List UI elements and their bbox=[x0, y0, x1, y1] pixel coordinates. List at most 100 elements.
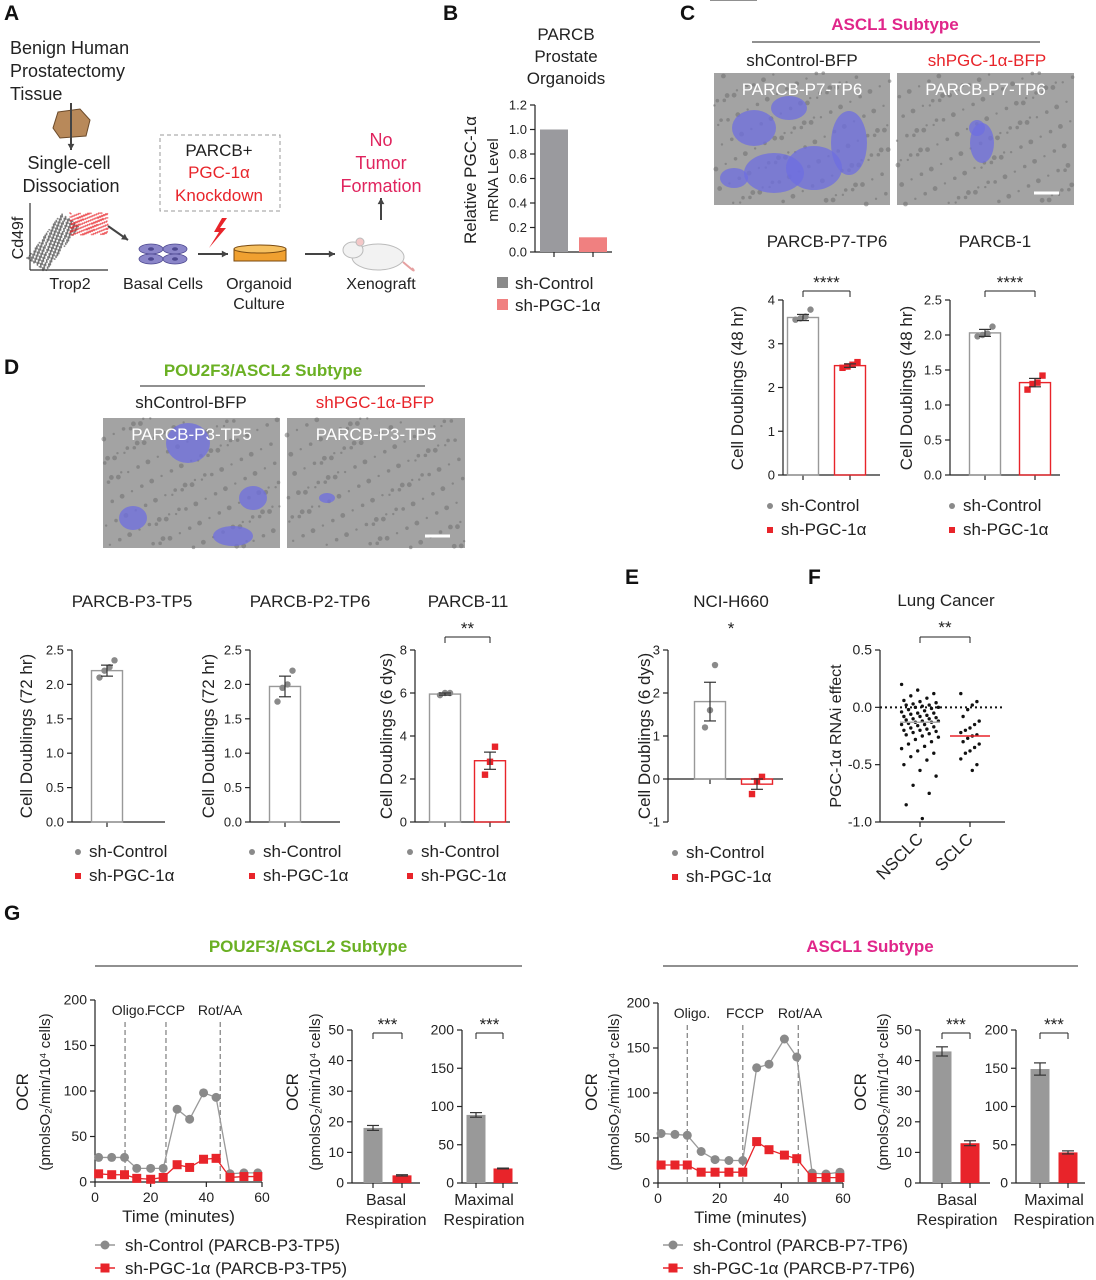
y-axis-label: Relative PGC-1α bbox=[461, 116, 480, 244]
cell-debris bbox=[169, 469, 174, 473]
cell-debris bbox=[462, 539, 466, 543]
data-point bbox=[185, 1114, 195, 1124]
legend-marker-knockdown bbox=[949, 527, 955, 533]
cell-debris bbox=[299, 509, 305, 515]
injection-label: Rot/AA bbox=[778, 1005, 823, 1021]
cell-debris bbox=[296, 490, 301, 496]
cell-debris bbox=[276, 480, 281, 485]
cell-debris bbox=[252, 539, 255, 543]
data-point bbox=[792, 1052, 802, 1062]
cell-debris bbox=[1010, 81, 1015, 87]
cell-debris bbox=[984, 116, 990, 122]
facs-event bbox=[98, 230, 101, 233]
cell-debris bbox=[234, 482, 237, 485]
cell-debris bbox=[408, 545, 413, 550]
cell-debris bbox=[1067, 187, 1071, 192]
cell-debris bbox=[1058, 124, 1063, 129]
cell-debris bbox=[145, 459, 151, 465]
cell-debris bbox=[333, 451, 336, 455]
data-point bbox=[925, 696, 929, 700]
data-point bbox=[918, 728, 922, 732]
cell-debris bbox=[887, 79, 892, 83]
x-axis-label: Basal bbox=[937, 1192, 977, 1209]
image-shpgc1a-pou2f3 bbox=[284, 417, 466, 550]
facs-event bbox=[63, 230, 65, 233]
data-point bbox=[752, 1063, 762, 1073]
cell-debris bbox=[167, 513, 171, 516]
data-point bbox=[904, 718, 908, 722]
cell-debris bbox=[455, 501, 458, 504]
cell-debris bbox=[260, 509, 265, 515]
cell-debris bbox=[364, 522, 369, 527]
facs-event bbox=[43, 239, 46, 242]
cell-debris bbox=[947, 92, 952, 98]
cell-debris bbox=[995, 112, 998, 115]
chart-title: PARCB bbox=[537, 25, 594, 44]
mouse-tail bbox=[402, 261, 415, 272]
cell-debris bbox=[790, 193, 796, 199]
y-axis-label: OCR bbox=[582, 1073, 601, 1111]
facs-event bbox=[82, 219, 85, 221]
bar bbox=[540, 129, 568, 252]
cell-debris bbox=[973, 189, 978, 195]
facs-event bbox=[76, 232, 79, 235]
cell-debris bbox=[206, 453, 210, 458]
basal-cells-icon bbox=[138, 243, 188, 265]
y-tick-label: 0.0 bbox=[509, 245, 527, 260]
facs-event bbox=[85, 221, 88, 224]
data-point bbox=[977, 719, 981, 723]
data-point bbox=[854, 358, 861, 366]
nucleus bbox=[148, 247, 154, 251]
facs-event bbox=[79, 227, 82, 230]
panel-letter: G bbox=[4, 902, 20, 925]
image-label: PARCB-P7-TP6 bbox=[742, 80, 863, 99]
data-point bbox=[902, 698, 906, 703]
cell-debris bbox=[384, 535, 390, 541]
nucleus bbox=[172, 257, 178, 261]
cell-debris bbox=[925, 124, 928, 127]
x-axis-label: Respiration bbox=[1014, 1212, 1095, 1229]
cell-debris bbox=[306, 509, 312, 514]
facs-event bbox=[100, 212, 103, 214]
cell-debris bbox=[1050, 85, 1056, 90]
facs-event bbox=[48, 246, 51, 249]
cell-debris bbox=[119, 493, 125, 499]
cell-debris bbox=[738, 201, 742, 204]
cell-debris bbox=[108, 475, 114, 480]
legend-label-knockdown: sh-PGC-1α bbox=[686, 867, 772, 886]
cell-debris bbox=[399, 482, 405, 488]
cell-debris bbox=[164, 493, 167, 497]
facs-event bbox=[88, 216, 91, 219]
facs-event bbox=[81, 226, 84, 229]
facs-arrow-head bbox=[121, 233, 128, 240]
cell-debris bbox=[884, 191, 888, 196]
cell-debris bbox=[142, 417, 145, 420]
y-tick-label: 40 bbox=[896, 1052, 912, 1068]
facs-event bbox=[71, 223, 74, 226]
data-point bbox=[752, 1137, 762, 1147]
organoid-fluorescence bbox=[166, 423, 210, 463]
cell-debris bbox=[823, 197, 829, 203]
cell-debris bbox=[755, 102, 760, 107]
panel-letter: D bbox=[4, 356, 19, 379]
facs-event bbox=[49, 236, 52, 238]
facs-event bbox=[44, 236, 47, 239]
cell-debris bbox=[292, 471, 298, 476]
facs-event bbox=[67, 222, 69, 225]
y-tick-label: 0 bbox=[904, 1175, 912, 1191]
cell-debris bbox=[167, 535, 173, 541]
cell-debris bbox=[838, 104, 843, 110]
y-tick-label: 2.0 bbox=[924, 328, 942, 343]
data-point bbox=[146, 1163, 156, 1173]
cell-debris bbox=[219, 467, 225, 472]
cell-debris bbox=[1017, 120, 1023, 126]
cell-debris bbox=[741, 195, 745, 200]
cell-debris bbox=[860, 182, 865, 187]
cell-debris bbox=[128, 426, 133, 431]
facs-event bbox=[49, 253, 52, 256]
facs-event bbox=[42, 250, 45, 252]
cell-debris bbox=[117, 537, 122, 542]
legend-label: sh-PGC-1α (PARCB-P3-TP5) bbox=[125, 1259, 347, 1278]
cell-debris bbox=[1028, 116, 1032, 119]
y-tick-label: 0.5 bbox=[853, 642, 873, 658]
